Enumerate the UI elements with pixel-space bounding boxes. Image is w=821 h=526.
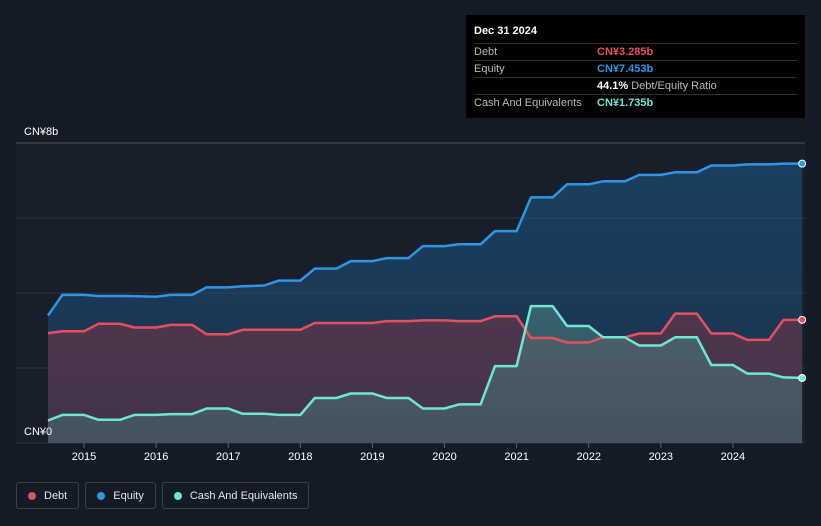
tooltip-value: 44.1% (597, 80, 629, 92)
legend-label: Cash And Equivalents (189, 489, 298, 502)
x-tick-label: 2019 (360, 451, 384, 463)
series-lines (46, 162, 803, 422)
y-axis-bottom-label: CN¥0 (24, 426, 52, 438)
cash-and-equivalents-end-point (798, 373, 807, 382)
legend-item-cash[interactable]: Cash And Equivalents (161, 482, 310, 509)
equity-line (46, 162, 803, 317)
equity-end-point (798, 159, 807, 168)
tooltip-row-equity: Equity CN¥7.453b (474, 60, 797, 77)
cash-and-equivalents-area (48, 306, 803, 443)
cash-and-equivalents-line (47, 304, 803, 422)
tooltip-ratio-caption: Debt/Equity Ratio (631, 80, 717, 92)
x-tick-label: 2017 (216, 451, 240, 463)
legend-label: Debt (44, 489, 68, 502)
debt-line (47, 312, 803, 344)
y-axis-top-label: CN¥8b (24, 126, 58, 138)
x-tick-label: 2016 (144, 451, 168, 463)
legend-label: Equity (113, 489, 144, 502)
debt-end-point (798, 315, 807, 324)
tooltip-row-cash: Cash And Equivalents CN¥1.735b (474, 94, 797, 111)
series-end-markers (798, 159, 807, 382)
tooltip-date: Dec 31 2024 (474, 25, 537, 37)
tooltip-value: CN¥1.735b (597, 97, 654, 109)
tooltip-value: CN¥3.285b (597, 46, 654, 58)
legend-item-debt[interactable]: Debt (16, 482, 80, 509)
x-tick-label: 2018 (288, 451, 312, 463)
x-tick-label: 2023 (649, 451, 673, 463)
tooltip-row-debt: Debt CN¥3.285b (474, 43, 797, 60)
chart-legend: Debt Equity Cash And Equivalents (16, 482, 310, 509)
tooltip-row-ratio: 44.1% Debt/Equity Ratio (474, 77, 797, 94)
data-tooltip: Dec 31 2024 Debt CN¥3.285b Equity CN¥7.4… (466, 15, 805, 118)
series-areas (48, 163, 803, 443)
x-axis-ticks: 2015 2016 2017 2018 2019 2020 2021 2022 2023 2024 (72, 443, 745, 463)
tooltip-label (474, 78, 597, 94)
legend-dot-icon (173, 491, 182, 500)
tooltip-label: Cash And Equivalents (474, 97, 582, 109)
x-tick-label: 2015 (72, 451, 96, 463)
tooltip-label: Debt (474, 46, 498, 58)
legend-dot-icon (28, 491, 36, 500)
legend-dot-icon (97, 491, 106, 500)
tooltip-value: CN¥7.453b (597, 63, 654, 75)
x-tick-label: 2024 (721, 451, 745, 463)
tooltip-label: Equity (474, 63, 505, 75)
legend-item-equity[interactable]: Equity (85, 482, 156, 509)
x-tick-label: 2022 (576, 451, 600, 463)
x-tick-label: 2020 (432, 451, 456, 463)
x-tick-label: 2021 (504, 451, 528, 463)
